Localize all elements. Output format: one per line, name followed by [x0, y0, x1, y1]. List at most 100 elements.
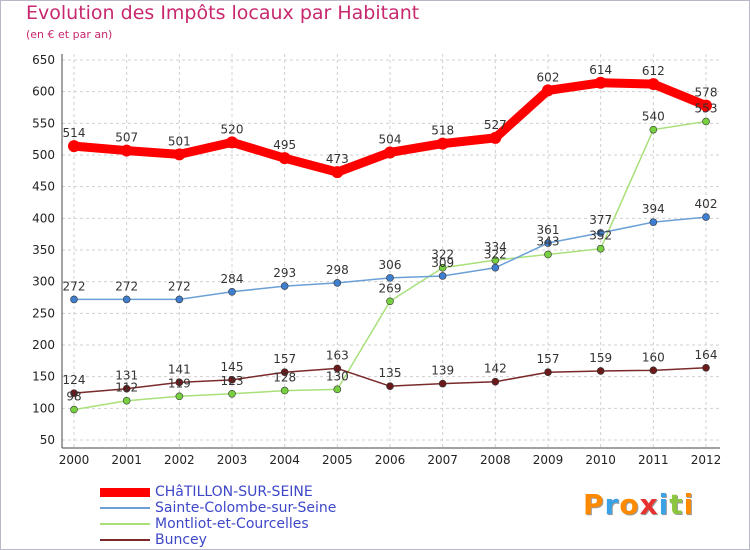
logo-letter: i	[658, 488, 670, 521]
data-label: 119	[168, 376, 191, 390]
data-point	[228, 389, 236, 398]
data-label: 159	[589, 351, 612, 365]
data-label: 123	[221, 374, 244, 388]
data-label: 164	[695, 348, 718, 362]
data-label: 131	[115, 369, 138, 383]
data-point	[386, 382, 394, 390]
data-point	[649, 125, 658, 134]
data-point	[175, 378, 184, 387]
data-label: 322	[431, 248, 454, 262]
data-point	[596, 367, 605, 375]
data-label: 352	[589, 229, 612, 243]
data-point	[544, 250, 552, 259]
data-point	[122, 384, 131, 393]
logo-letter: r	[604, 488, 620, 521]
logo-letter: t	[669, 488, 684, 521]
x-tick-label: 2006	[375, 453, 406, 467]
data-point	[122, 295, 131, 304]
data-label: 514	[63, 126, 86, 140]
y-tick-label: 300	[32, 275, 55, 289]
data-point	[384, 146, 396, 159]
x-tick-label: 2002	[164, 453, 195, 467]
data-point	[647, 78, 660, 91]
data-point	[226, 136, 238, 149]
data-point	[596, 229, 605, 237]
y-tick-label: 50	[40, 433, 55, 447]
data-point	[438, 272, 447, 280]
x-tick-label: 2005	[322, 453, 353, 467]
data-point	[70, 389, 78, 397]
x-tick-label: 2000	[59, 453, 90, 467]
data-label: 361	[537, 223, 560, 237]
data-label: 139	[431, 364, 454, 378]
chart-title: Evolution des Impôts locaux par Habitant	[26, 2, 420, 24]
logo-letter: x	[639, 488, 659, 521]
legend-label: Buncey	[155, 532, 207, 548]
data-point	[438, 379, 447, 388]
data-point	[333, 364, 342, 373]
legend-swatch	[100, 487, 150, 497]
data-label: 142	[484, 362, 507, 376]
y-tick-label: 400	[32, 211, 55, 225]
data-label: 128	[273, 371, 296, 385]
data-point	[278, 152, 291, 165]
data-label: 145	[221, 360, 244, 374]
data-label: 322	[484, 248, 507, 262]
data-point	[544, 368, 552, 377]
legend-label: Sainte-Colombe-sur-Seine	[155, 500, 337, 516]
data-point	[700, 99, 712, 112]
data-point	[542, 84, 554, 97]
data-label: 377	[589, 213, 612, 227]
legend-swatch	[100, 539, 150, 541]
data-point	[120, 144, 133, 157]
data-label: 612	[642, 64, 665, 78]
data-label: 272	[63, 279, 86, 293]
data-point	[280, 386, 289, 395]
data-point	[280, 282, 289, 290]
data-point	[594, 76, 607, 89]
data-point	[68, 140, 80, 153]
data-label: 298	[326, 263, 349, 277]
data-point	[489, 131, 502, 144]
data-point	[70, 295, 78, 304]
y-tick-label: 100	[32, 401, 55, 415]
y-tick-label: 200	[32, 338, 55, 352]
plot-area	[62, 54, 720, 448]
data-point	[596, 244, 605, 253]
data-point	[702, 213, 710, 221]
chart-subtitle: (en € et par an)	[26, 28, 113, 41]
x-tick-label: 2003	[217, 453, 248, 467]
data-label: 272	[115, 279, 138, 293]
data-point	[649, 218, 658, 226]
logo-letter: o	[619, 488, 640, 521]
data-label: 527	[484, 118, 507, 132]
data-label: 334	[484, 240, 507, 254]
y-tick-label: 450	[32, 180, 55, 194]
data-label: 163	[326, 348, 349, 362]
data-point	[491, 377, 500, 386]
data-label: 540	[642, 110, 665, 124]
data-point	[702, 117, 710, 126]
data-label: 112	[115, 381, 138, 395]
y-tick-label: 150	[32, 370, 55, 384]
x-tick-label: 2012	[691, 453, 722, 467]
data-point	[386, 297, 394, 306]
data-label: 504	[379, 132, 402, 146]
x-tick-label: 2007	[427, 453, 458, 467]
data-label: 309	[431, 256, 454, 270]
data-point	[333, 385, 342, 394]
data-label: 124	[63, 373, 86, 387]
data-label: 394	[642, 202, 665, 216]
data-label: 160	[642, 350, 665, 364]
data-point	[544, 239, 552, 247]
data-point	[702, 363, 710, 372]
data-point	[649, 366, 658, 375]
data-label: 507	[115, 131, 138, 145]
data-point	[386, 274, 394, 282]
data-label: 284	[221, 272, 244, 286]
legend-swatch	[100, 523, 150, 525]
data-label: 520	[221, 122, 244, 136]
x-tick-label: 2011	[638, 453, 669, 467]
data-point	[280, 368, 289, 377]
